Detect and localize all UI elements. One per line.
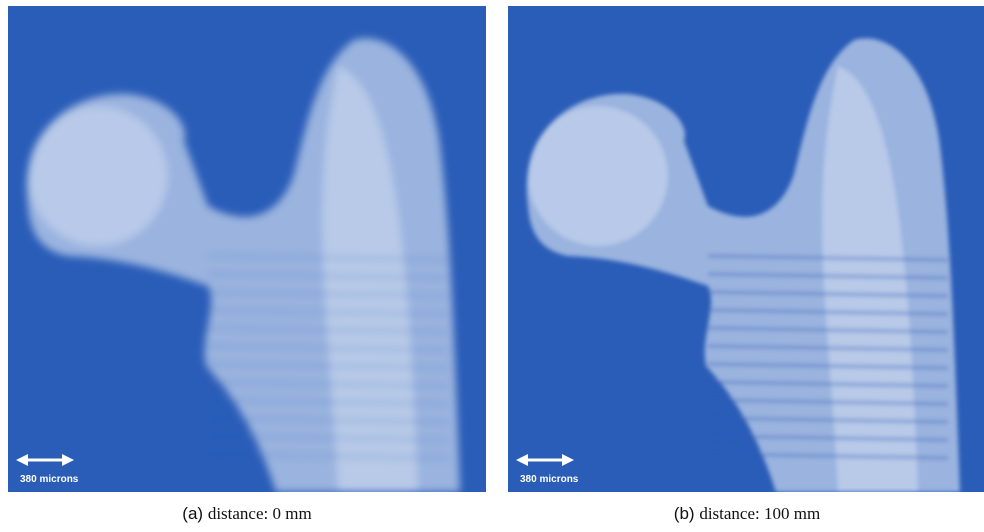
caption-label: (a) [182, 504, 203, 523]
caption-label: (b) [674, 504, 695, 523]
caption: (b) distance: 100 mm [508, 504, 984, 524]
caption-text: distance: 100 mm [699, 504, 820, 523]
figure: 380 microns 380 microns (a) distance: 0 … [0, 0, 984, 532]
panel-a-image: 380 microns [8, 6, 486, 492]
caption: (a) distance: 0 mm [8, 504, 486, 524]
scale-label: 380 microns [20, 474, 79, 485]
scale-label: 380 microns [520, 474, 579, 485]
femoral-head [528, 106, 668, 246]
caption-text: distance: 0 mm [208, 504, 312, 523]
femoral-head [28, 106, 168, 246]
panel-b-image: 380 microns [508, 6, 984, 492]
